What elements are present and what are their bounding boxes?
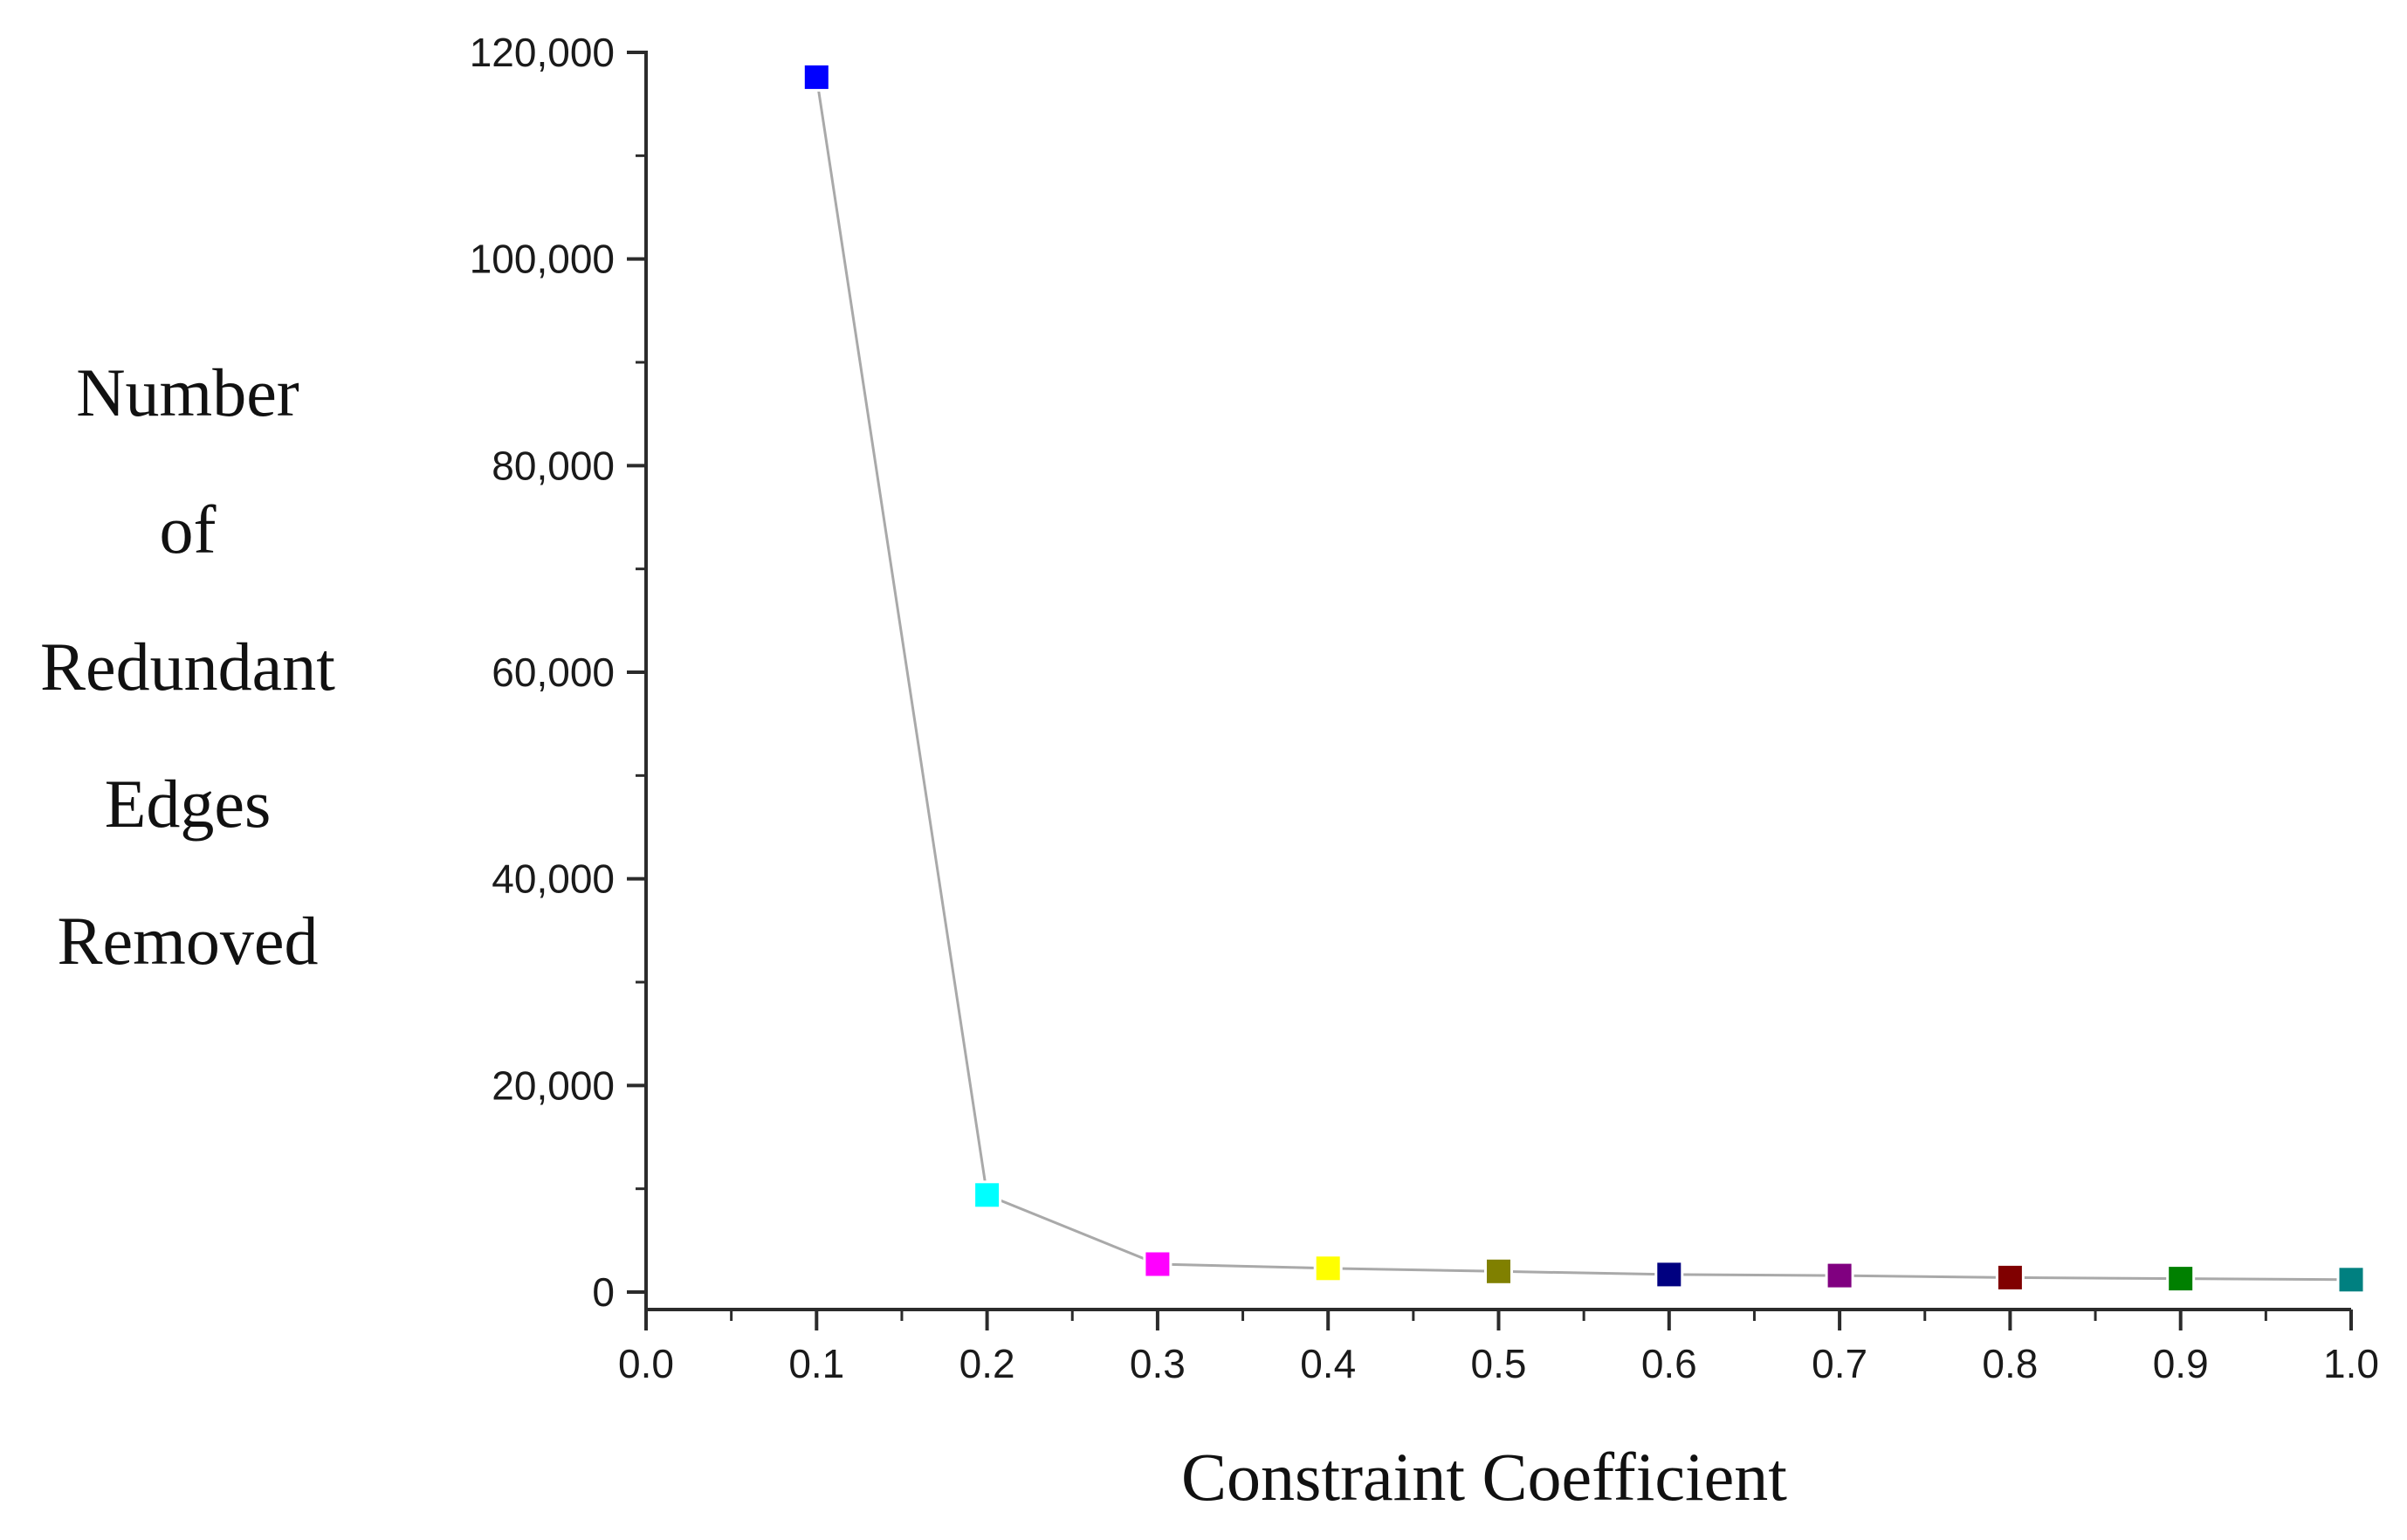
x-tick-label: 0.5	[1471, 1341, 1527, 1386]
y-tick-label: 20,000	[492, 1062, 615, 1108]
data-point-marker	[801, 62, 831, 92]
y-axis-title-line: Removed	[58, 903, 319, 979]
y-tick-label: 120,000	[470, 30, 615, 75]
axes	[644, 51, 2351, 1311]
y-tick-label: 100,000	[470, 237, 615, 282]
y-tick-label: 0	[592, 1269, 615, 1315]
x-tick-label: 1.0	[2323, 1341, 2379, 1386]
data-point-marker	[1484, 1256, 1513, 1286]
x-tick-label: 0.7	[1812, 1341, 1867, 1386]
data-point-marker	[1995, 1262, 2025, 1292]
x-tick-label: 0.2	[959, 1341, 1015, 1386]
x-tick-label: 0.9	[2153, 1341, 2209, 1386]
x-tick-label: 0.6	[1641, 1341, 1697, 1386]
series-line	[815, 77, 2352, 1282]
x-axis-title: Constraint Coefficient	[1181, 1439, 1787, 1515]
data-point-marker	[1825, 1261, 1854, 1290]
y-axis-title-line: Edges	[105, 766, 272, 842]
data-point-marker	[1654, 1260, 1684, 1289]
y-tick-label: 60,000	[492, 650, 615, 695]
series-line-group	[815, 77, 2352, 1282]
y-axis-title-line: Redundant	[40, 629, 335, 705]
x-tick-label: 0.3	[1130, 1341, 1186, 1386]
x-tick-label: 0.4	[1300, 1341, 1356, 1386]
y-axis-title: Number of Redundant Edges Removed	[40, 354, 335, 979]
y-axis-title-line: Number	[76, 354, 299, 430]
y-tick-label: 80,000	[492, 443, 615, 488]
data-point-marker	[1143, 1249, 1173, 1279]
data-point-marker	[1313, 1254, 1343, 1283]
y-tick-label: 40,000	[492, 856, 615, 902]
data-point-marker	[2336, 1265, 2366, 1295]
ticks: 0 20,000 40,000 60,000 80,000 100,000 120,000 0…	[470, 30, 2379, 1386]
x-tick-label: 0.1	[788, 1341, 844, 1386]
x-tick-label: 0.8	[1982, 1341, 2038, 1386]
data-point-marker	[2166, 1264, 2196, 1294]
data-point-marker	[973, 1180, 1002, 1210]
y-axis-title-line: of	[160, 492, 217, 567]
markers	[801, 62, 2366, 1295]
x-tick-label: 0.0	[618, 1341, 674, 1386]
